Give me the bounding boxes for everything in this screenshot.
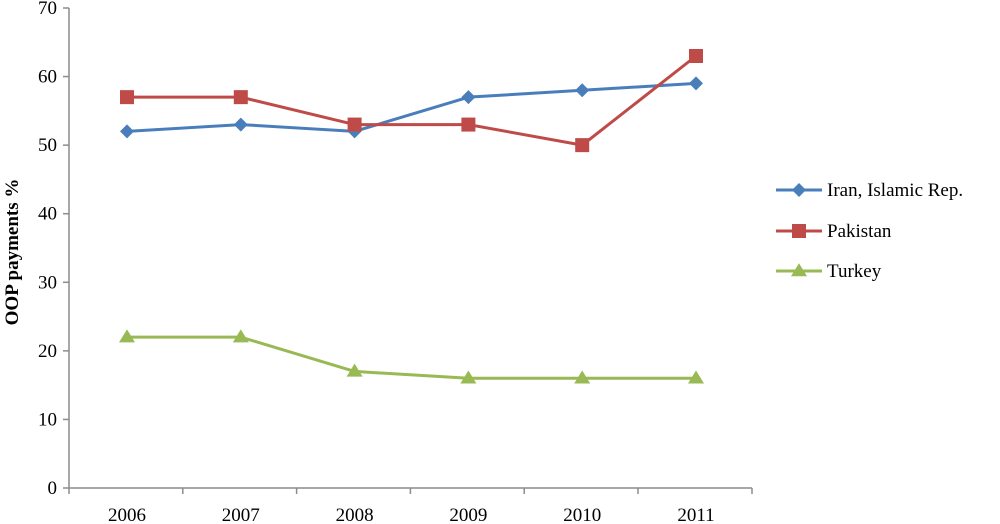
data-point — [689, 76, 703, 91]
y-axis-title: OOP payments % — [2, 179, 23, 326]
series-2 — [119, 329, 704, 384]
data-point — [575, 83, 590, 98]
data-point — [461, 117, 476, 132]
x-tick-label: 2011 — [677, 505, 714, 524]
y-tick-label: 60 — [38, 67, 57, 88]
series-layer — [119, 49, 704, 384]
x-axis: 2006 2007 2008 2009 2010 2011 — [68, 487, 753, 524]
data-point — [688, 370, 704, 384]
data-point — [460, 370, 477, 384]
x-tick-label: 2007 — [222, 505, 260, 524]
x-tick-label: 2006 — [108, 505, 146, 524]
y-tick-label: 0 — [48, 478, 58, 499]
y-tick-label: 20 — [38, 341, 57, 362]
data-point — [233, 90, 248, 105]
legend-marker — [791, 263, 807, 277]
data-point — [119, 329, 135, 343]
data-point — [575, 138, 590, 153]
legend-label: Iran, Islamic Rep. — [827, 180, 963, 201]
data-point — [461, 90, 476, 105]
y-axis: 0 10 20 30 40 50 60 70 — [38, 0, 70, 499]
series-line — [127, 335, 696, 380]
legend-item: Pakistan — [776, 221, 892, 242]
data-point — [346, 363, 363, 377]
legend-item: Iran, Islamic Rep. — [776, 180, 963, 201]
series-1 — [120, 49, 703, 153]
data-point — [120, 90, 134, 105]
data-point — [689, 49, 703, 63]
series-line — [126, 81, 697, 133]
y-tick-label: 50 — [38, 135, 57, 156]
data-point — [574, 370, 591, 384]
series-0 — [120, 76, 703, 139]
x-tick-label: 2008 — [336, 505, 374, 524]
y-tick-label: 40 — [38, 204, 57, 225]
legend-label: Turkey — [827, 261, 882, 282]
x-tick-label: 2009 — [449, 505, 487, 524]
data-point — [233, 117, 248, 132]
legend-label: Pakistan — [827, 221, 892, 242]
data-point — [347, 117, 362, 132]
data-point — [232, 329, 249, 343]
legend-marker — [792, 224, 806, 238]
legend-marker — [792, 183, 806, 197]
y-tick-label: 70 — [38, 0, 57, 19]
data-point — [120, 124, 134, 139]
legend: Iran, Islamic Rep. Pakistan Turkey — [776, 180, 963, 282]
x-tick-label: 2010 — [563, 505, 601, 524]
y-tick-label: 10 — [38, 409, 57, 430]
series-line — [127, 54, 697, 147]
y-tick-label: 30 — [38, 272, 57, 293]
legend-item: Turkey — [776, 261, 882, 282]
